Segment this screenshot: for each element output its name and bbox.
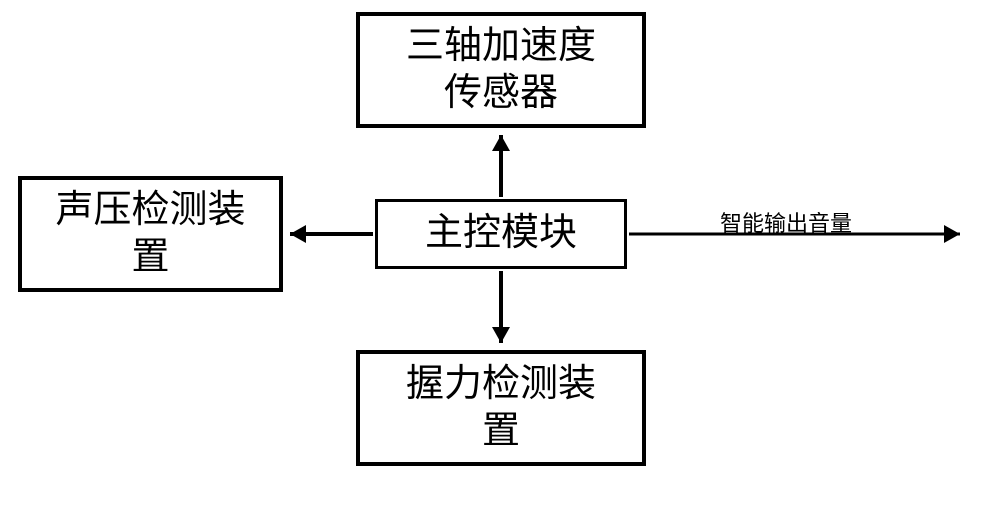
edge-label-text: 智能输出音量 <box>720 211 852 236</box>
diagram-canvas: 三轴加速度 传感器 声压检测装 置 主控模块 握力检测装 置 智能输出音量 <box>0 0 1000 525</box>
node-label: 主控模块 <box>425 210 577 258</box>
node-accelerometer-sensor: 三轴加速度 传感器 <box>356 12 646 128</box>
node-label: 三轴加速度 传感器 <box>406 23 596 118</box>
node-label: 声压检测装 置 <box>55 187 245 282</box>
node-sound-pressure-detector: 声压检测装 置 <box>18 176 283 292</box>
node-label: 握力检测装 置 <box>406 361 596 456</box>
edge-label-smart-output-volume: 智能输出音量 <box>720 206 852 238</box>
node-main-control-module: 主控模块 <box>375 199 627 269</box>
node-grip-force-detector: 握力检测装 置 <box>356 350 646 466</box>
